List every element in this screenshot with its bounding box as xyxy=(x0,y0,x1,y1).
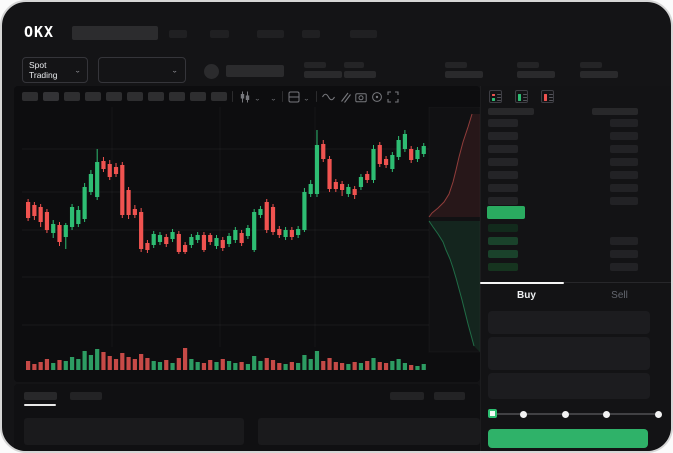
ask-row-price xyxy=(488,119,518,127)
stat-value-skeleton xyxy=(445,71,483,78)
last-price-button[interactable] xyxy=(487,206,525,219)
slider-stop[interactable] xyxy=(654,410,662,418)
bottom-action-skeleton[interactable] xyxy=(390,392,424,400)
stat-label-skeleton xyxy=(580,62,602,68)
ask-row-price xyxy=(488,184,518,192)
nav-item-skeleton[interactable] xyxy=(302,30,320,38)
candlestick-chart[interactable] xyxy=(22,107,480,372)
nav-item-skeleton[interactable] xyxy=(210,30,229,38)
ask-row-size xyxy=(610,184,638,192)
book-bids-icon[interactable] xyxy=(515,90,528,103)
ask-row-price xyxy=(488,158,518,166)
toolbar-divider xyxy=(232,91,233,102)
interval-button-skeleton[interactable] xyxy=(169,92,185,101)
tab-divider xyxy=(480,282,671,283)
book-combined-icon[interactable] xyxy=(489,90,502,103)
active-tab-indicator xyxy=(480,282,564,284)
nav-item-skeleton[interactable] xyxy=(257,30,284,38)
total-input-skeleton[interactable] xyxy=(488,373,650,399)
search-skeleton[interactable] xyxy=(72,26,158,40)
interval-button-skeleton[interactable] xyxy=(43,92,59,101)
orders-table-skeleton xyxy=(24,418,244,445)
toolbar-divider xyxy=(282,91,283,102)
book-header-skeleton xyxy=(488,108,534,115)
coin-avatar xyxy=(204,64,219,79)
amount-input-skeleton[interactable] xyxy=(488,337,650,370)
target-icon[interactable] xyxy=(371,91,383,103)
ask-row-size xyxy=(610,171,638,179)
interval-button-skeleton[interactable] xyxy=(211,92,227,101)
book-asks-icon[interactable] xyxy=(541,90,554,103)
ask-row-price xyxy=(488,171,518,179)
bid-row-price xyxy=(488,263,518,271)
nav-item-skeleton[interactable] xyxy=(169,30,187,38)
stat-label-skeleton xyxy=(517,62,539,68)
toolbar-divider xyxy=(316,91,317,102)
book-header-skeleton xyxy=(592,108,638,115)
nav-item-skeleton[interactable] xyxy=(350,30,377,38)
slider-handle[interactable] xyxy=(488,409,497,418)
bid-row-price xyxy=(488,237,518,245)
draw-pencil-icon[interactable] xyxy=(340,91,351,103)
bottom-tab-skeleton[interactable] xyxy=(24,392,57,400)
pair-name-skeleton xyxy=(226,65,284,77)
stat-value-skeleton xyxy=(344,71,376,78)
ask-row-size xyxy=(610,158,638,166)
pair-selector[interactable]: ⌄ xyxy=(98,57,186,83)
bottom-active-tab-indicator xyxy=(24,404,56,406)
bid-row-price xyxy=(488,250,518,258)
stat-label-skeleton xyxy=(304,62,326,68)
ask-row-size xyxy=(610,132,638,140)
bottom-action-skeleton[interactable] xyxy=(434,392,465,400)
bid-row-size xyxy=(610,263,638,271)
ask-row-size xyxy=(610,197,638,205)
slider-stop[interactable] xyxy=(519,410,527,418)
stat-value-skeleton xyxy=(304,71,342,78)
slider-stop[interactable] xyxy=(561,410,569,418)
tab-sell[interactable]: Sell xyxy=(611,289,628,301)
stat-value-skeleton xyxy=(580,71,618,78)
ask-row-price xyxy=(488,197,518,205)
chevron-down-icon[interactable]: ⌄ xyxy=(270,94,277,103)
market-type-label: Spot Trading xyxy=(29,60,58,80)
fullscreen-icon[interactable] xyxy=(387,91,399,103)
camera-icon[interactable] xyxy=(355,91,367,103)
interval-button-skeleton[interactable] xyxy=(85,92,101,101)
chevron-down-icon: ⌄ xyxy=(74,66,81,74)
orders-table-skeleton xyxy=(258,418,480,445)
interval-button-skeleton[interactable] xyxy=(190,92,206,101)
bid-row-size xyxy=(610,237,638,245)
interval-button-skeleton[interactable] xyxy=(64,92,80,101)
stat-value-skeleton xyxy=(517,71,555,78)
price-input-skeleton[interactable] xyxy=(488,311,650,334)
bid-row-size xyxy=(610,250,638,258)
interval-button-skeleton[interactable] xyxy=(22,92,38,101)
layout-icon[interactable] xyxy=(288,91,300,103)
okx-logo: OKX xyxy=(24,23,55,41)
interval-button-skeleton[interactable] xyxy=(106,92,122,101)
market-type-selector[interactable]: Spot Trading ⌄ xyxy=(22,57,88,83)
interval-button-skeleton[interactable] xyxy=(127,92,143,101)
interval-button-skeleton[interactable] xyxy=(148,92,164,101)
ask-row-size xyxy=(610,145,638,153)
chevron-down-icon: ⌄ xyxy=(171,66,178,74)
buy-submit-button[interactable] xyxy=(488,429,648,448)
slider-stop[interactable] xyxy=(602,410,610,418)
stat-label-skeleton xyxy=(344,62,364,68)
tab-buy[interactable]: Buy xyxy=(517,289,536,301)
chevron-down-icon[interactable]: ⌄ xyxy=(303,94,310,103)
wave-line-icon[interactable] xyxy=(322,91,335,103)
ask-row-price xyxy=(488,132,518,140)
candlestick-chart-icon[interactable] xyxy=(239,91,251,103)
stat-label-skeleton xyxy=(445,62,467,68)
ask-row-size xyxy=(610,119,638,127)
ask-row-price xyxy=(488,145,518,153)
amount-slider-track[interactable] xyxy=(493,413,658,415)
chevron-down-icon[interactable]: ⌄ xyxy=(254,94,261,103)
bid-row-price xyxy=(488,224,518,232)
bottom-tab-skeleton[interactable] xyxy=(70,392,102,400)
